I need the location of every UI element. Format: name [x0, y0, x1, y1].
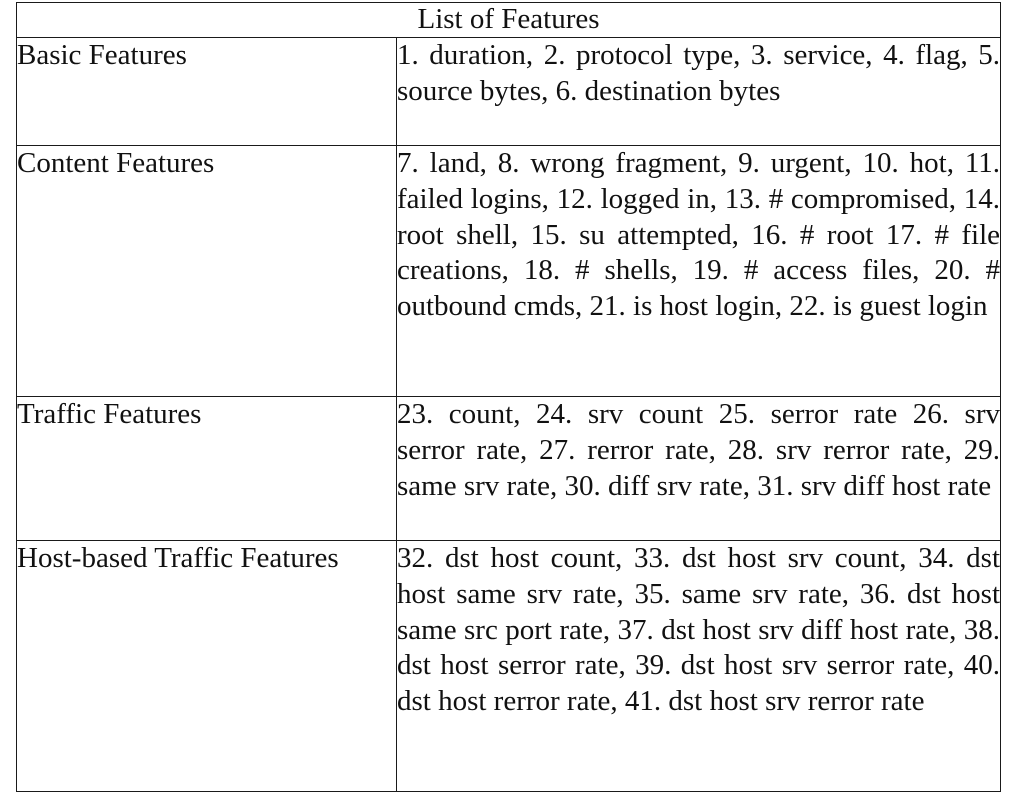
category-cell: Traffic Fea­tures [16, 396, 397, 541]
category-cell: Content Fea­tures [16, 145, 397, 397]
category-cell: Host-based Traffic Fea­tures [16, 540, 397, 792]
features-cell: 1. duration, 2. protocol type, 3. servic… [395, 37, 1002, 146]
table-row: Traffic Fea­tures 23. count, 24. srv cou… [16, 396, 1002, 541]
table-row: Host-based Traffic Fea­tures 32. dst hos… [16, 540, 1002, 792]
feature-list-table: List of Features Basic Fea­tures 1. dura… [15, 2, 1002, 792]
category-cell: Basic Fea­tures [16, 37, 397, 146]
table-row: Content Fea­tures 7. land, 8. wrong frag… [16, 145, 1002, 397]
table-row: Basic Fea­tures 1. duration, 2. protocol… [16, 37, 1002, 146]
features-cell: 7. land, 8. wrong fragment, 9. urgent, 1… [395, 145, 1002, 397]
features-cell: 23. count, 24. srv count 25. serror rate… [395, 396, 1002, 541]
table-header: List of Features [15, 2, 1002, 38]
table-header-row: List of Features [15, 2, 1002, 38]
features-cell: 32. dst host count, 33. dst host srv cou… [395, 540, 1002, 792]
